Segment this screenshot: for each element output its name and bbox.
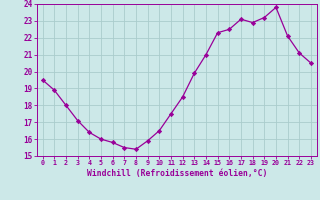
X-axis label: Windchill (Refroidissement éolien,°C): Windchill (Refroidissement éolien,°C) [87,169,267,178]
